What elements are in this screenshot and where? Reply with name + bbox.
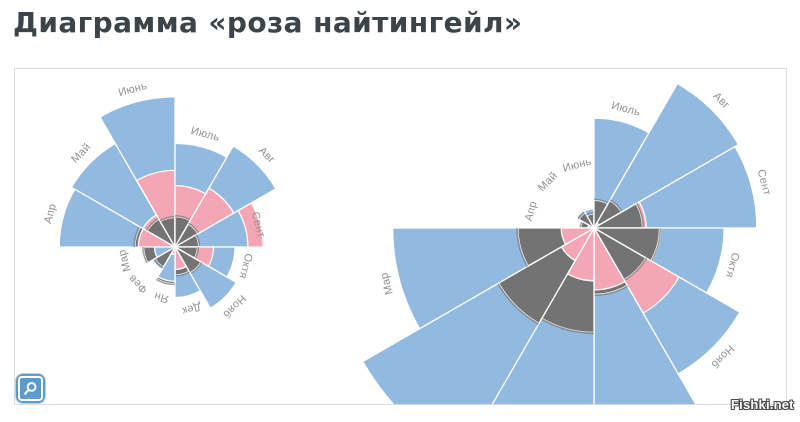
month-label-left-Фев: Фев (126, 272, 150, 296)
gray-sector-outline (516, 227, 529, 267)
month-label-left-Авг: Авг (256, 145, 277, 166)
magnifier-icon (18, 376, 43, 401)
month-label-right-Апр: Апр (523, 200, 540, 223)
month-label-left-Июль: Июль (190, 125, 221, 144)
gray-sector-outline (133, 226, 141, 248)
month-label-left-Июнь: Июнь (117, 80, 148, 99)
gray-sector-outline (623, 257, 647, 281)
page-title: Диаграмма «роза найтингейл» (13, 6, 523, 39)
rose-sector-right-Мар-pink[interactable] (560, 227, 597, 246)
rose-charts-canvas[interactable]: АпрМайИюньИюльАвгСентОктяНоябДекЯнФевМар… (15, 69, 786, 404)
month-label-left-Октя: Октя (236, 252, 254, 280)
watermark: Fishki.net (731, 397, 794, 412)
gray-sector-outline (635, 202, 644, 229)
zoom-button[interactable] (16, 374, 45, 403)
month-label-left-Май: Май (69, 141, 93, 165)
rose-sector-right-Авг-blue[interactable] (592, 82, 740, 230)
gray-sector-outline (650, 227, 662, 262)
month-label-right-Авг: Авг (711, 90, 732, 111)
gray-sector-outline (497, 283, 539, 325)
month-label-left-Ян: Ян (153, 290, 170, 305)
rose-sector-left-Мар-blue[interactable] (153, 246, 178, 259)
month-label-right-Май: Май (536, 170, 560, 194)
month-label-right-Июль: Июль (610, 100, 641, 119)
gray-sector-outline (541, 318, 595, 334)
chart-panel: Апр Май Июнь Июль Авг Сент Октя Нояб Дек Ян Фев Мар… (14, 68, 787, 405)
gray-sector-outline (593, 285, 628, 296)
month-label-left-Апр: Апр (42, 202, 59, 225)
rose-sector-right-Дек-blue[interactable] (593, 225, 714, 404)
month-label-right-Июнь: Июнь (562, 156, 593, 175)
month-label-right-Сент: Сент (755, 168, 773, 197)
gray-sector-outline (155, 278, 176, 286)
month-label-right-Октя: Октя (723, 251, 741, 279)
month-label-right-Мар: Мар (378, 271, 395, 296)
month-label-left-Дек: Дек (181, 300, 203, 317)
month-label-left-Мар: Мар (116, 248, 133, 273)
gray-sector-outline (142, 246, 148, 264)
